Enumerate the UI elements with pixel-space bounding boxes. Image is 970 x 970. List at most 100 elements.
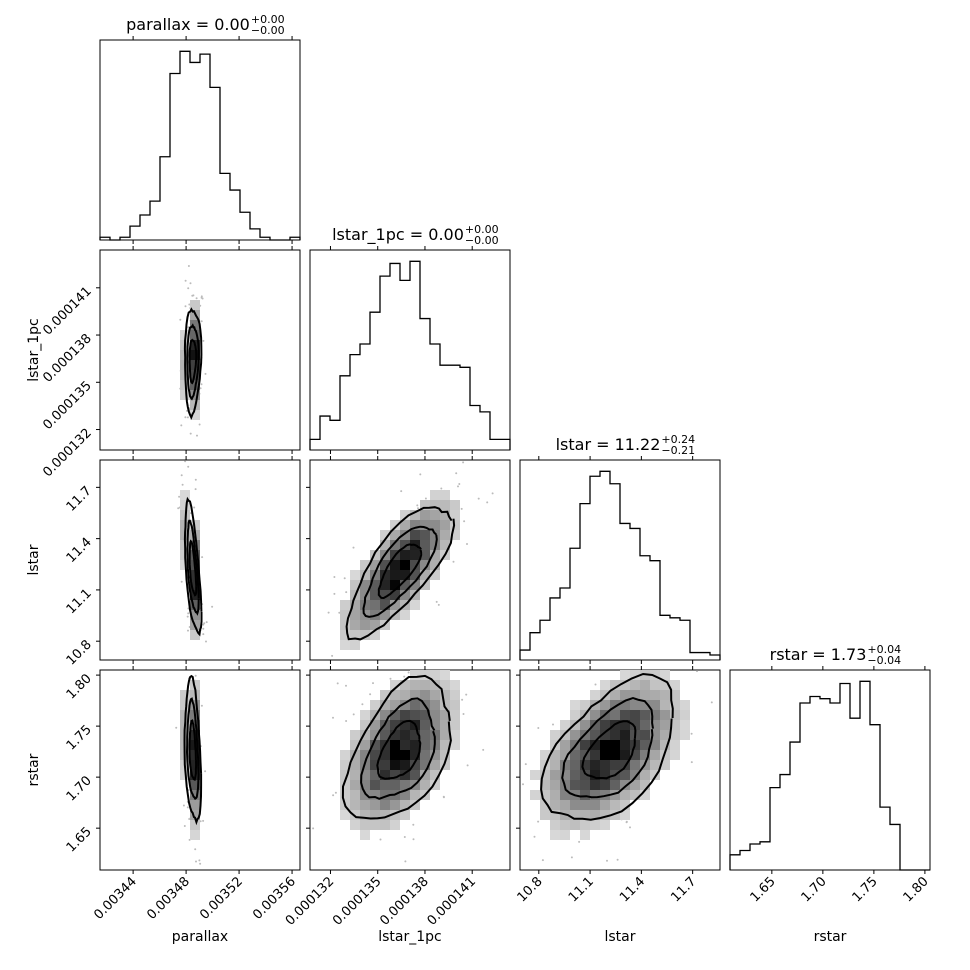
density-cell (530, 790, 540, 800)
density-cell (670, 750, 680, 760)
density-cell (360, 620, 370, 630)
density-cell (640, 710, 650, 720)
density-cell (650, 730, 660, 740)
density-cell (430, 670, 440, 680)
density-cell (410, 760, 420, 770)
panel-parallax-vs-parallax (99, 36, 301, 244)
density-cell (680, 720, 690, 730)
density-lstar-vs-rstar (522, 670, 713, 862)
density-cell (190, 630, 200, 640)
density-cell (610, 750, 620, 760)
density-lstar_1pc-vs-rstar (312, 670, 485, 863)
density-cell (680, 700, 690, 710)
scatter-point (442, 795, 445, 798)
scatter-point (184, 279, 187, 282)
density-cell (440, 710, 450, 720)
scatter-point (537, 820, 540, 823)
scatter-point (199, 387, 202, 390)
title-parallax: parallax = 0.00 +0.00−0.00 (126, 13, 284, 37)
scatter-point (477, 497, 480, 500)
density-cell (370, 720, 380, 730)
density-cell (180, 490, 190, 500)
scatter-point (184, 460, 187, 463)
density-cell (580, 780, 590, 790)
title-sub: −0.00 (251, 24, 285, 37)
density-cell (450, 500, 460, 510)
density-cell (370, 620, 380, 630)
scatter-point (191, 294, 194, 297)
scatter-point (578, 840, 581, 843)
density-cell (190, 350, 200, 360)
density-cell (640, 770, 650, 780)
density-cell (410, 740, 420, 750)
density-cell (670, 710, 680, 720)
density-cell (620, 770, 630, 780)
density-cell (640, 690, 650, 700)
density-cell (370, 560, 380, 570)
density-cell (450, 730, 460, 740)
density-cell (390, 750, 400, 760)
contour-line (188, 539, 198, 597)
density-cell (600, 810, 610, 820)
density-cell (600, 720, 610, 730)
title-text: lstar = 11.22 (556, 435, 661, 454)
density-cell (340, 750, 350, 760)
density-cell (420, 750, 430, 760)
scatter-point (195, 297, 198, 300)
contour-line (345, 506, 456, 641)
density-cell (360, 630, 370, 640)
density-cell (550, 770, 560, 780)
density-cell (340, 770, 350, 780)
scatter-point (345, 720, 348, 722)
density-cell (410, 700, 420, 710)
density-cell (540, 750, 550, 760)
scatter-point (352, 713, 355, 716)
contour-line (377, 543, 423, 600)
density-lstar_1pc-vs-lstar (327, 461, 494, 657)
scatter-point (200, 383, 203, 386)
density-cell (580, 790, 590, 800)
scatter-point (203, 622, 206, 625)
panel-frame (309, 459, 511, 661)
y-tick-label: 11.4 (64, 535, 95, 566)
scatter-point (524, 763, 527, 766)
ylabel-lstar_1pc: lstar_1pc (26, 318, 42, 382)
density-cell (350, 750, 360, 760)
density-cell (650, 760, 660, 770)
scatter-point (416, 504, 419, 507)
density-cell (360, 810, 370, 820)
density-cell (560, 730, 570, 740)
density-cell (580, 830, 590, 840)
y-tick-label: 11.1 (64, 586, 95, 617)
density-cell (420, 560, 430, 570)
density-cell (350, 780, 360, 790)
density-cell (550, 750, 560, 760)
density-cell (600, 730, 610, 740)
density-cell (410, 580, 420, 590)
y-tick-label: 10.8 (64, 637, 95, 668)
density-cell (400, 570, 410, 580)
scatter-point (336, 682, 339, 685)
density-cell (580, 800, 590, 810)
density-cell (630, 710, 640, 720)
scatter-point (570, 856, 573, 859)
density-cell (410, 770, 420, 780)
scatter-point (629, 826, 631, 829)
scatter-point (463, 520, 466, 523)
density-cell (620, 680, 630, 690)
density-cell (630, 690, 640, 700)
density-cell (650, 670, 660, 680)
density-cell (350, 630, 360, 640)
density-cell (430, 570, 440, 580)
density-cell (590, 810, 600, 820)
scatter-point (199, 820, 202, 823)
density-cell (430, 700, 440, 710)
density-cell (560, 800, 570, 810)
contour-line (341, 674, 452, 820)
scatter-point (522, 783, 524, 786)
density-cell (370, 600, 380, 610)
scatter-point (343, 577, 346, 580)
contour-line (540, 672, 674, 821)
density-cell (610, 680, 620, 690)
density-cell (420, 690, 430, 700)
